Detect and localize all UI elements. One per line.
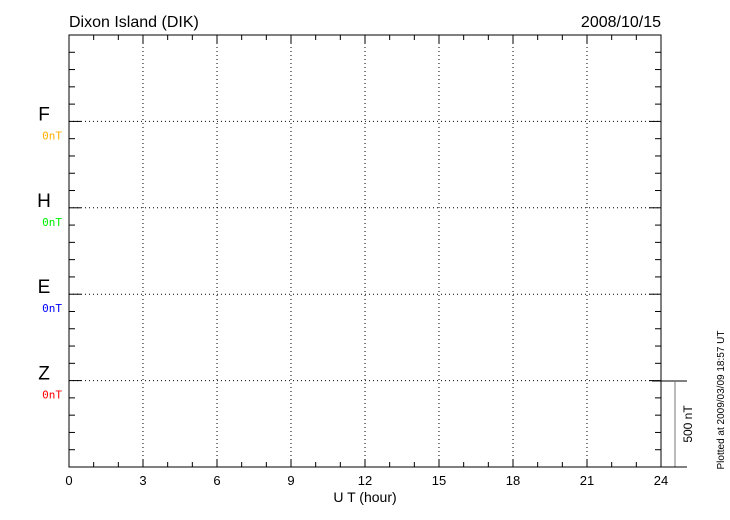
plot-frame xyxy=(68,34,662,468)
x-axis-label: U T (hour) xyxy=(333,489,396,505)
x-tick-label: 15 xyxy=(432,473,446,488)
chart-date: 2008/10/15 xyxy=(581,14,661,31)
series-baseline-z: 0nT xyxy=(42,389,62,402)
series-name-e: E xyxy=(38,277,51,298)
x-tick-label: 6 xyxy=(213,473,220,488)
scale-bar xyxy=(652,380,687,468)
x-tick-labels: 0 3 6 9 12 15 18 21 24 xyxy=(65,473,668,488)
series-baseline-e: 0nT xyxy=(42,302,62,315)
series-baseline-f: 0nT xyxy=(42,129,62,142)
x-tick-label: 0 xyxy=(65,473,72,488)
x-tick-label: 21 xyxy=(580,473,594,488)
x-tick-label: 9 xyxy=(287,473,294,488)
scale-bar-label: 500 nT xyxy=(681,405,695,443)
plotted-at-footer: Plotted at 2009/03/09 18:57 UT xyxy=(716,331,727,470)
series-name-z: Z xyxy=(38,364,50,385)
x-tick-label: 12 xyxy=(358,473,372,488)
x-tick-label: 18 xyxy=(506,473,520,488)
series-baseline-h: 0nT xyxy=(42,216,62,229)
x-tick-label: 24 xyxy=(654,473,668,488)
grid xyxy=(69,35,661,467)
series-name-h: H xyxy=(37,191,51,212)
chart-title: Dixon Island (DIK) xyxy=(69,14,199,31)
x-tick-label: 3 xyxy=(139,473,146,488)
series-name-f: F xyxy=(38,104,50,125)
series-labels: F 0nT H 0nT E 0nT Z 0nT xyxy=(37,104,62,401)
axis-ticks xyxy=(68,35,662,467)
